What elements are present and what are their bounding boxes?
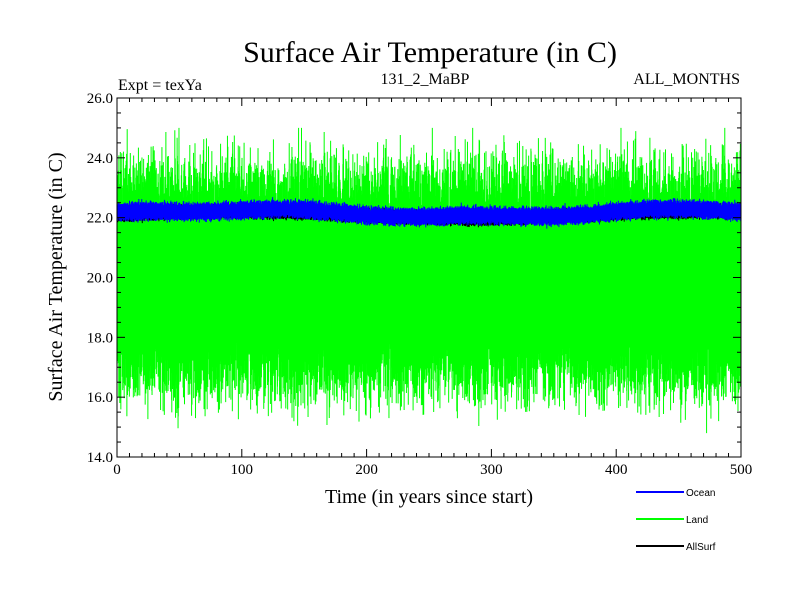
- x-tick-label: 500: [730, 462, 753, 478]
- legend-label-land: Land: [686, 515, 708, 526]
- series-land-line: [117, 127, 741, 434]
- x-tick-label: 400: [605, 462, 628, 478]
- x-axis-label: Time (in years since start): [325, 486, 533, 508]
- y-axis-label: Surface Air Temperature (in C): [45, 152, 67, 401]
- x-tick-label: 300: [480, 462, 503, 478]
- y-tick-label: 14.0: [87, 450, 113, 466]
- y-tick-label: 16.0: [87, 390, 113, 406]
- ticks-layer: 0 100 200 300 400 500 14.0 16.0 18.0 20.0 22.0 24.0…: [87, 91, 753, 478]
- chart-subtitle-center: 131_2_MaBP: [381, 71, 470, 88]
- chart-title: Surface Air Temperature (in C): [243, 36, 617, 69]
- y-tick-label: 20.0: [87, 271, 113, 287]
- legend-label-ocean: Ocean: [686, 488, 715, 499]
- chart-subtitle-left: Expt = texYa: [118, 77, 202, 94]
- chart-subtitle-right: ALL_MONTHS: [633, 71, 740, 88]
- legend: Ocean Land AllSurf: [636, 488, 716, 553]
- x-tick-label: 200: [355, 462, 378, 478]
- legend-label-allsurf: AllSurf: [686, 542, 716, 553]
- series-layer: [117, 127, 741, 434]
- x-tick-label: 0: [113, 462, 121, 478]
- y-tick-label: 18.0: [87, 330, 113, 346]
- y-tick-label: 24.0: [87, 151, 113, 167]
- y-tick-label: 22.0: [87, 211, 113, 227]
- series-ocean-line: [117, 197, 741, 229]
- x-tick-label: 100: [231, 462, 254, 478]
- y-tick-label: 26.0: [87, 91, 113, 107]
